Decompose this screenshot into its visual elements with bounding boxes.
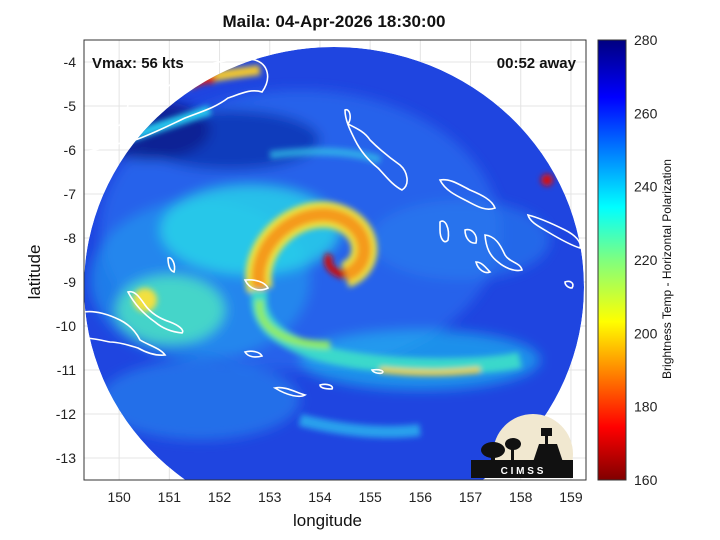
x-tick-label: 152 [208, 489, 232, 505]
colorbar-label: Brightness Temp - Horizontal Polarizatio… [660, 159, 674, 379]
y-tick-label: -11 [57, 362, 76, 378]
x-axis-ticks: 150 151 152 153 154 155 156 157 158 159 [107, 489, 582, 505]
y-tick-label: -7 [64, 186, 77, 202]
x-tick-label: 157 [459, 489, 483, 505]
x-tick-label: 151 [158, 489, 182, 505]
colorbar-tick-label: 280 [634, 32, 658, 48]
coastlines [84, 58, 582, 398]
x-tick-label: 154 [308, 489, 332, 505]
colorbar [597, 39, 627, 481]
x-tick-label: 159 [559, 489, 583, 505]
x-tick-label: 153 [258, 489, 282, 505]
y-axis-label: latitude [25, 244, 44, 300]
microwave-swath [84, 47, 584, 480]
colorbar-tick-label: 260 [634, 105, 658, 121]
colorbar-ticks: 280 260 240 220 200 180 160 [634, 32, 658, 488]
y-tick-label: -10 [56, 318, 76, 334]
cimss-logo: C I M S S [471, 414, 573, 478]
y-tick-label: -9 [64, 274, 77, 290]
vmax-label: Vmax: 56 kts [92, 55, 184, 72]
colorbar-tick-label: 240 [634, 179, 658, 195]
colorbar-tick-label: 160 [634, 472, 658, 488]
colorbar-tick-label: 180 [634, 399, 658, 415]
x-tick-label: 155 [358, 489, 382, 505]
colorbar-tick-label: 220 [634, 252, 658, 268]
y-tick-label: -4 [64, 54, 77, 70]
y-axis-ticks: -4 -5 -6 -7 -8 -9 -10 -11 -12 -13 [56, 54, 76, 466]
y-tick-label: -8 [64, 230, 77, 246]
y-tick-label: -12 [56, 406, 76, 422]
y-tick-label: -6 [64, 142, 77, 158]
x-tick-label: 156 [409, 489, 433, 505]
y-tick-label: -5 [64, 98, 77, 114]
time-away-label: 00:52 away [497, 55, 577, 72]
x-tick-label: 158 [509, 489, 533, 505]
chart-title: Maila: 04-Apr-2026 18:30:00 [222, 12, 446, 31]
y-tick-label: -13 [56, 450, 76, 466]
colorbar-tick-label: 200 [634, 325, 658, 341]
svg-text:C I M S S: C I M S S [501, 466, 544, 477]
x-tick-label: 150 [107, 489, 131, 505]
x-axis-label: longitude [293, 511, 363, 530]
axes-frame [83, 39, 587, 481]
